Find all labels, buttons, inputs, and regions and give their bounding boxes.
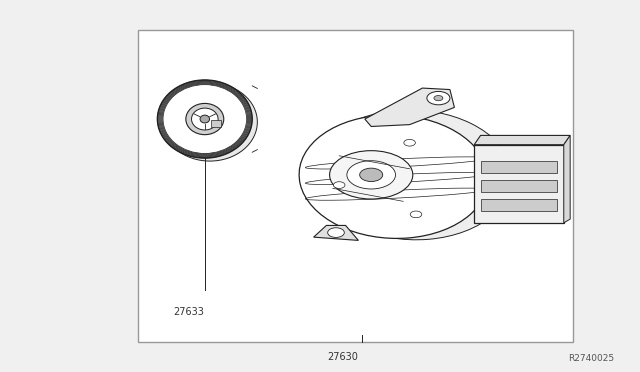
Text: 27630: 27630 (327, 352, 358, 362)
Circle shape (328, 228, 344, 237)
Ellipse shape (163, 83, 257, 161)
Polygon shape (365, 88, 454, 126)
Circle shape (434, 96, 443, 101)
Circle shape (347, 161, 396, 189)
Bar (481, 161, 557, 173)
Ellipse shape (186, 103, 224, 135)
Bar (474, 145, 564, 223)
Circle shape (333, 182, 345, 188)
Bar (211, 120, 221, 128)
Bar (481, 199, 557, 211)
Polygon shape (474, 135, 570, 145)
Bar (138, 30, 573, 342)
Text: R2740025: R2740025 (568, 354, 614, 363)
Ellipse shape (200, 115, 209, 123)
Circle shape (410, 211, 422, 218)
Text: 27633: 27633 (173, 307, 204, 317)
Ellipse shape (299, 115, 488, 238)
Circle shape (404, 140, 415, 146)
Circle shape (360, 168, 383, 182)
Polygon shape (314, 225, 358, 240)
Circle shape (427, 92, 450, 105)
Circle shape (330, 151, 413, 199)
Bar (481, 180, 557, 192)
Ellipse shape (191, 108, 218, 130)
Ellipse shape (157, 80, 252, 158)
Ellipse shape (314, 110, 512, 240)
Polygon shape (564, 135, 570, 223)
